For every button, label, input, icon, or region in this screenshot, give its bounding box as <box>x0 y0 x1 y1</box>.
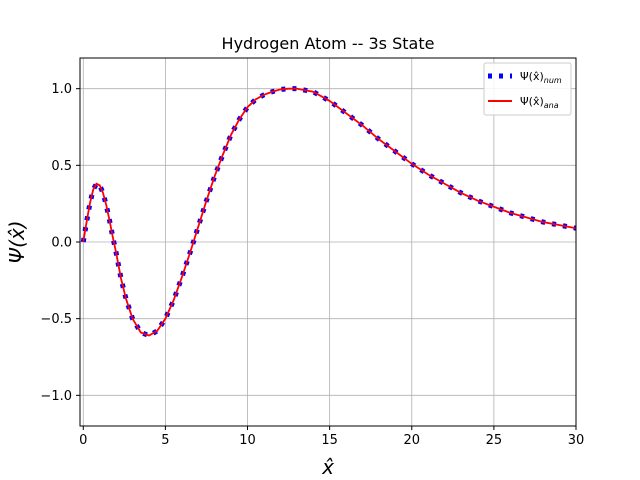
series-line-ana <box>82 87 577 337</box>
x-tick-label: 30 <box>568 433 585 448</box>
x-tick-label: 5 <box>161 433 169 448</box>
legend-label-num: Ψ(x̂)num <box>520 70 562 85</box>
legend-label-ana-main: Ψ(x̂) <box>520 95 544 108</box>
y-tick-label: −1.0 <box>40 389 72 404</box>
y-tick-label: 0.5 <box>51 159 72 174</box>
y-axis-ticks: −1.0 −0.5 0.0 0.5 1.0 <box>40 82 80 404</box>
series-layer <box>80 86 577 339</box>
y-axis-label: Ψ(x̂) <box>5 220 29 263</box>
legend-label-num-sub: num <box>544 76 562 85</box>
x-tick-label: 20 <box>403 433 420 448</box>
x-tick-label: 15 <box>321 433 338 448</box>
legend-label-ana: Ψ(x̂)ana <box>520 95 559 110</box>
x-tick-label: 0 <box>79 433 87 448</box>
x-tick-label: 10 <box>239 433 256 448</box>
y-tick-label: 0.0 <box>51 236 72 251</box>
legend: Ψ(x̂)num Ψ(x̂)ana <box>483 62 572 116</box>
x-axis-label: x̂ <box>321 455 334 479</box>
y-tick-label: 1.0 <box>51 82 72 97</box>
grid-lines <box>80 58 577 426</box>
chart-title: Hydrogen Atom -- 3s State <box>222 34 435 53</box>
x-tick-label: 25 <box>486 433 503 448</box>
x-axis-ticks: 0 5 10 15 20 25 30 <box>79 426 584 448</box>
y-tick-label: −0.5 <box>40 312 72 327</box>
legend-label-ana-sub: ana <box>544 101 559 110</box>
legend-label-num-main: Ψ(x̂) <box>520 70 544 83</box>
